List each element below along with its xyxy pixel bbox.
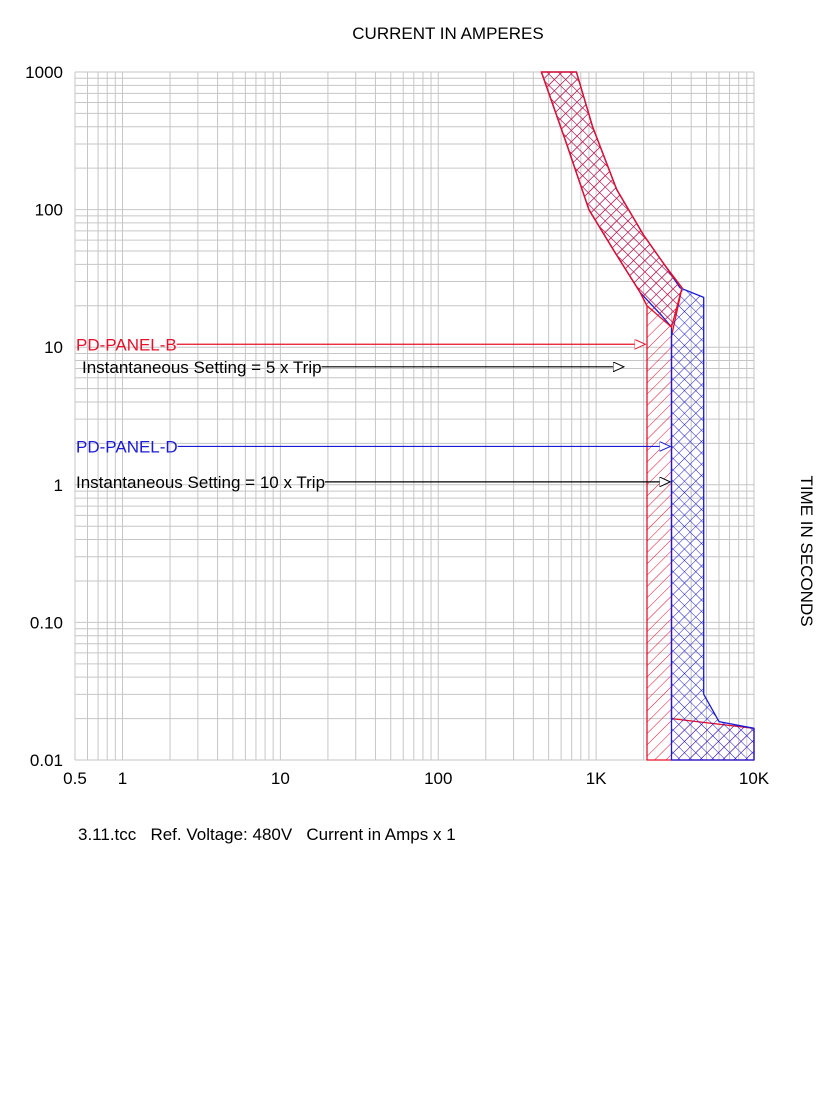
axis-ticks: 0.5 1 10 100 1K 10K 0.01 0.10 1 10 100 1000	[25, 63, 770, 788]
annotation-label: Instantaneous Setting = 5 x Trip	[82, 358, 322, 377]
annotation-label: PD-PANEL-B	[76, 335, 177, 354]
x-tick-label: 10	[271, 769, 290, 788]
annotation-label: Instantaneous Setting = 10 x Trip	[76, 473, 325, 492]
grid	[74, 71, 755, 761]
x-tick-label: 1K	[586, 769, 607, 788]
y-tick-label: 10	[44, 338, 63, 357]
overlap-band	[540, 71, 683, 329]
x-tick-label: 1	[118, 769, 127, 788]
footer-caption: 3.11.tcc Ref. Voltage: 480V Current in A…	[78, 825, 456, 844]
y-tick-label: 100	[35, 201, 63, 220]
y-tick-label: 0.10	[30, 613, 63, 632]
annotation-label: PD-PANEL-D	[76, 437, 178, 456]
curve-bands	[540, 71, 755, 761]
annotations: PD-PANEL-B Instantaneous Setting = 5 x Tr…	[76, 335, 670, 492]
x-tick-label: 10K	[739, 769, 770, 788]
series-band-pd-panel-b	[540, 71, 755, 761]
y-tick-label: 1	[54, 476, 63, 495]
y-tick-label: 1000	[25, 63, 63, 82]
y-axis-label: TIME IN SECONDS	[797, 475, 816, 626]
chart-title: CURRENT IN AMPERES	[352, 24, 543, 43]
x-tick-label: 0.5	[63, 769, 87, 788]
y-tick-label: 0.01	[30, 751, 63, 770]
x-tick-label: 100	[424, 769, 452, 788]
